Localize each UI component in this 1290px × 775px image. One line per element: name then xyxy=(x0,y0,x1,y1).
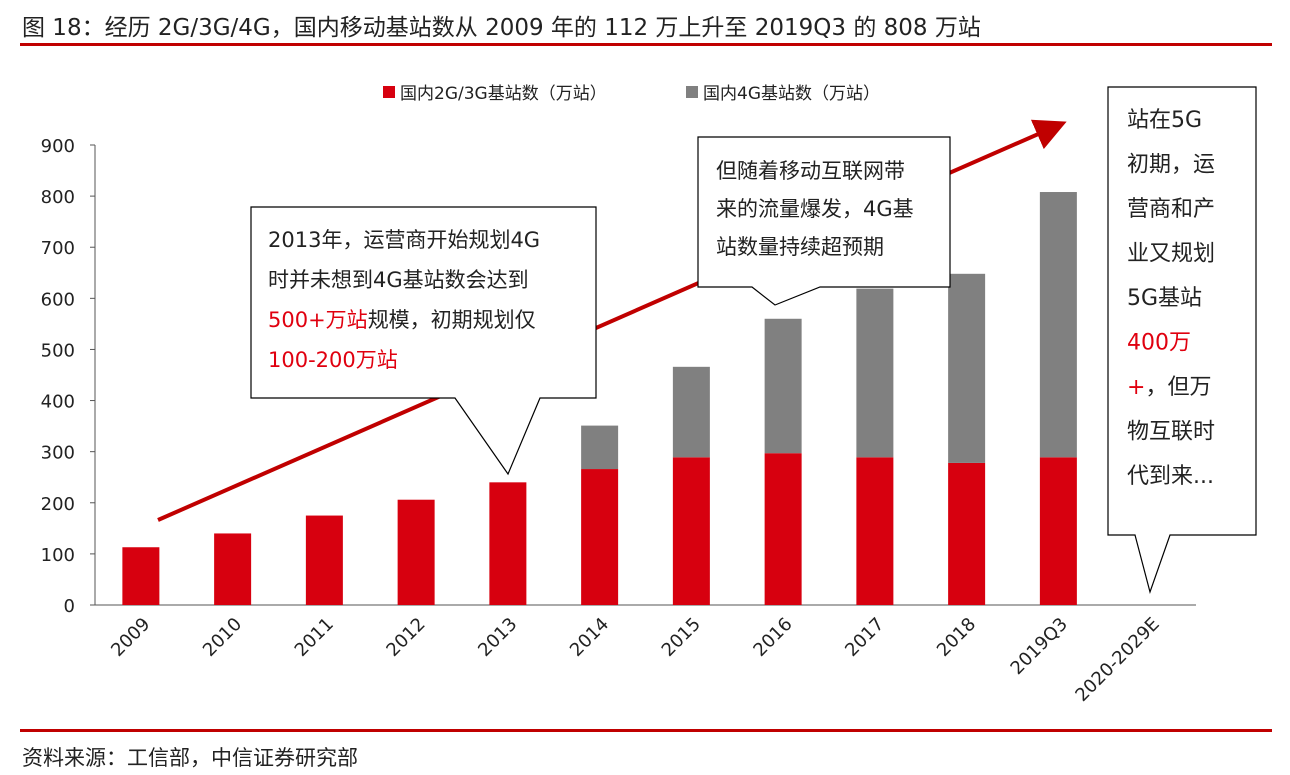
callout-2013-line: 2013年，运营商开始规划4G xyxy=(268,228,540,252)
x-tick-label: 2011 xyxy=(291,614,338,661)
callout-text-segment: 但随着移动互联网带 xyxy=(716,159,905,183)
figure-title: 图 18：经历 2G/3G/4G，国内移动基站数从 2009 年的 112 万上… xyxy=(22,15,981,41)
x-tick-label: 2012 xyxy=(382,614,429,661)
bar-2g3g-2016 xyxy=(764,453,802,605)
y-tick-label: 300 xyxy=(41,443,75,464)
bar-4g-2014 xyxy=(581,425,619,470)
source-note: 资料来源：工信部，中信证券研究部 xyxy=(22,746,358,770)
callout-5g-box xyxy=(1107,86,1257,595)
callout-text-segment: + xyxy=(1127,375,1145,400)
callout-text-segment: 100-200万站 xyxy=(268,348,398,372)
callout-2013-line: 时并未想到4G基站数会达到 xyxy=(268,268,529,292)
callout-text-segment: 规模，初期规划仅 xyxy=(368,308,536,332)
x-tick-label: 2009 xyxy=(107,614,154,661)
callout-text-segment: 物互联时 xyxy=(1127,420,1215,445)
x-tick-label: 2013 xyxy=(474,614,521,661)
x-tick-label: 2016 xyxy=(749,614,796,661)
callout-4g-growth-line: 来的流量爆发，4G基 xyxy=(716,197,914,221)
callout-5g-line: 站在5G xyxy=(1127,108,1202,133)
y-tick-label: 500 xyxy=(41,340,75,361)
y-tick-label: 900 xyxy=(41,136,75,157)
bar-2g3g-2011 xyxy=(305,515,343,605)
x-tick-label: 2014 xyxy=(566,614,613,661)
y-axis: 0 100 200 300 400 500 600 700 800 900 xyxy=(41,136,1196,617)
y-tick-label: 800 xyxy=(41,187,75,208)
callout-5g-line: 初期，运 xyxy=(1127,153,1215,178)
callout-5g-line: 营商和产 xyxy=(1127,197,1215,222)
callout-5g-line: 400万 xyxy=(1127,331,1191,356)
bottom-rule xyxy=(20,729,1272,732)
callout-4g-growth-line: 站数量持续超预期 xyxy=(716,235,884,259)
callout-5g-line: 物互联时 xyxy=(1127,420,1215,445)
bar-2g3g-2014 xyxy=(581,469,619,605)
callouts-group: 2013年，运营商开始规划4G 时并未想到4G基站数会达到 500+万站规模，初期规… xyxy=(250,86,1257,595)
y-tick-label: 400 xyxy=(41,392,75,413)
bar-2g3g-2013 xyxy=(489,482,527,605)
x-tick-label: 2015 xyxy=(658,614,705,661)
bar-2g3g-2012 xyxy=(397,499,435,605)
bars-group xyxy=(122,192,1077,605)
legend-4g-swatch xyxy=(686,86,698,98)
bar-2g3g-2019Q3 xyxy=(1039,457,1077,605)
callout-text-segment: ，但万 xyxy=(1145,375,1211,400)
callout-2013: 2013年，运营商开始规划4G 时并未想到4G基站数会达到 500+万站规模，初期规… xyxy=(250,206,597,476)
legend-4g-label: 国内4G基站数（万站） xyxy=(703,84,880,104)
callout-5g-line: 业又规划 xyxy=(1127,242,1215,267)
bar-2g3g-2010 xyxy=(214,533,252,605)
y-tick-label: 0 xyxy=(64,596,75,617)
callout-text-segment: 初期，运 xyxy=(1127,153,1215,178)
bar-2g3g-2015 xyxy=(672,457,710,605)
x-tick-label: 2019Q3 xyxy=(1007,614,1072,679)
chart-legend: 国内2G/3G基站数（万站） 国内4G基站数（万站） xyxy=(383,84,880,104)
x-tick-label: 2010 xyxy=(199,614,246,661)
callout-2013-line: 500+万站规模，初期规划仅 xyxy=(268,308,536,332)
legend-2g3g-swatch xyxy=(383,86,395,98)
callout-5g-line: +，但万 xyxy=(1127,375,1211,400)
callout-5g-line: 代到来... xyxy=(1127,464,1214,489)
bar-4g-2018 xyxy=(948,273,986,463)
callout-text-segment: 营商和产 xyxy=(1127,197,1215,222)
legend-2g3g-label: 国内2G/3G基站数（万站） xyxy=(400,84,607,104)
callout-text-segment: 5G基站 xyxy=(1127,286,1202,311)
callout-5g-line: 5G基站 xyxy=(1127,286,1202,311)
bar-2g3g-2017 xyxy=(856,457,894,605)
callout-text-segment: 400万 xyxy=(1127,331,1191,356)
y-tick-label: 600 xyxy=(41,289,75,310)
callout-text-segment: 业又规划 xyxy=(1127,242,1215,267)
x-tick-label: 2020-2029E xyxy=(1071,614,1163,706)
callout-text-segment: 来的流量爆发，4G基 xyxy=(716,197,914,221)
bar-2g3g-2009 xyxy=(122,547,160,605)
bar-4g-2017 xyxy=(856,288,894,458)
callout-2013-line: 100-200万站 xyxy=(268,348,398,372)
bar-2g3g-2018 xyxy=(948,462,986,605)
y-tick-label: 200 xyxy=(41,494,75,515)
x-tick-label: 2017 xyxy=(841,614,888,661)
callout-text-segment: 2013年，运营商开始规划4G xyxy=(268,228,540,252)
bar-4g-2016 xyxy=(764,318,802,454)
callout-text-segment: 代到来... xyxy=(1127,464,1214,489)
callout-text-segment: 站数量持续超预期 xyxy=(716,235,884,259)
top-rule xyxy=(20,43,1272,46)
callout-2013-box xyxy=(250,206,597,476)
callout-4g-growth-box xyxy=(697,136,951,306)
x-tick-label: 2018 xyxy=(933,614,980,661)
y-tick-label: 100 xyxy=(41,545,75,566)
bar-4g-2019Q3 xyxy=(1039,192,1077,458)
x-tick-labels: 2009 2010 2011 2012 2013 2014 2015 2016 2017 2018… xyxy=(107,614,1163,706)
callout-text-segment: 时并未想到4G基站数会达到 xyxy=(268,268,529,292)
callout-4g-growth-line: 但随着移动互联网带 xyxy=(716,159,905,183)
callout-text-segment: 站在5G xyxy=(1127,108,1202,133)
y-tick-label: 700 xyxy=(41,238,75,259)
bar-4g-2015 xyxy=(672,366,710,458)
callout-text-segment: 500+万站 xyxy=(268,308,368,332)
